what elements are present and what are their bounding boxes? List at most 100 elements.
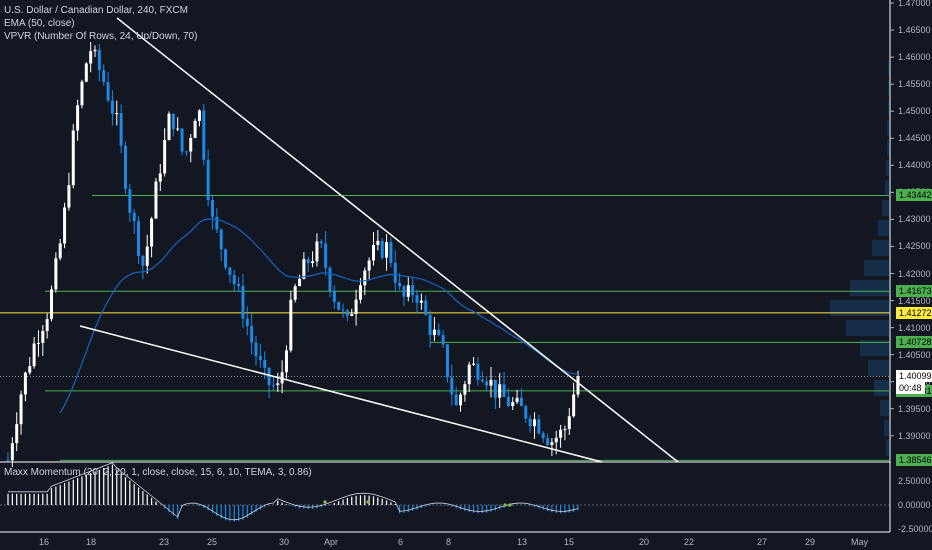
candle-body — [419, 300, 423, 303]
vpvr-bar — [886, 440, 890, 456]
candle-body — [576, 376, 580, 395]
candle-body — [23, 372, 27, 395]
candle-body — [137, 221, 141, 257]
candle-body — [537, 419, 541, 434]
candle-body — [350, 314, 354, 316]
candle-body — [280, 372, 284, 384]
candles — [6, 41, 580, 468]
time-tick-label: 8 — [446, 537, 452, 547]
grid — [0, 0, 894, 533]
candle-body — [345, 310, 349, 316]
candle-body — [319, 241, 323, 244]
bar-countdown: 00:48 — [896, 382, 925, 395]
price-tick-label: 1.46500 — [898, 25, 931, 36]
oscillator-pane — [0, 462, 890, 522]
candle-body — [463, 384, 467, 395]
ema-legend: EMA (50, close) — [4, 18, 75, 29]
time-tick-label: 27 — [757, 537, 768, 547]
candle-body — [106, 82, 110, 101]
candle-body — [306, 259, 310, 264]
time-tick-label: 6 — [398, 537, 404, 547]
candle-body — [524, 406, 528, 419]
candle-body — [132, 212, 136, 222]
time-tick-label: May — [851, 537, 869, 547]
vpvr-bar — [880, 400, 890, 416]
osc-tick-label: 2.50000 — [898, 476, 931, 486]
candle-body — [289, 299, 293, 351]
candle-body — [332, 290, 336, 302]
candle-body — [184, 151, 188, 153]
candle-body — [110, 100, 114, 114]
candle-body — [354, 299, 358, 315]
candle-body — [219, 229, 223, 250]
osc-tick-label: -2.50000 — [898, 524, 932, 534]
candle-body — [258, 356, 262, 361]
candle-body — [293, 286, 297, 300]
candle-body — [19, 394, 23, 425]
level-price-tag: 1.38546 — [896, 454, 932, 467]
osc-dot — [366, 500, 370, 504]
candle-body — [402, 286, 406, 297]
candle-body — [97, 49, 101, 71]
lower-trendline — [79, 325, 603, 463]
candle-body — [128, 189, 132, 213]
candle-body — [441, 335, 445, 345]
time-tick-label: 29 — [805, 537, 816, 547]
vpvr-bar — [888, 80, 890, 96]
price-tick-label: 1.44000 — [898, 160, 931, 171]
candle-body — [515, 397, 519, 403]
candle-body — [489, 379, 493, 386]
candle-body — [493, 379, 497, 398]
candle-body — [302, 259, 306, 279]
price-tick-label: 1.45500 — [898, 79, 931, 90]
candle-body — [254, 342, 258, 357]
vpvr-bar — [888, 60, 890, 76]
candle-body — [541, 433, 545, 439]
candle-body — [71, 130, 75, 186]
candle-body — [328, 267, 332, 291]
candle-body — [424, 300, 428, 315]
candle-body — [445, 344, 449, 378]
symbol-title: U.S. Dollar / Canadian Dollar, 240, FXCM — [4, 5, 188, 16]
candle-body — [476, 363, 480, 380]
candle-body — [284, 350, 288, 373]
candle-body — [406, 285, 410, 297]
candle-body — [398, 282, 402, 287]
candle-body — [528, 418, 532, 427]
time-tick-label: 23 — [159, 537, 170, 547]
candle-body — [241, 286, 245, 319]
price-tick-label: 1.39500 — [898, 403, 931, 414]
vpvr-bar — [882, 200, 890, 216]
candle-body — [232, 274, 236, 285]
vpvr-bar — [860, 340, 890, 356]
time-tick-label: 18 — [86, 537, 97, 547]
time-tick-label: 30 — [279, 537, 290, 547]
candle-body — [115, 113, 119, 115]
candle-body — [167, 113, 171, 140]
candle-body — [389, 242, 393, 263]
candle-body — [28, 366, 32, 373]
candle-body — [67, 185, 71, 208]
candle-body — [485, 381, 489, 386]
candle-body — [467, 364, 471, 385]
candle-body — [63, 207, 67, 244]
candle-body — [393, 262, 397, 283]
oscillator-legend: Maxx Momentum (20, 2, 20, 1, close, clos… — [4, 467, 312, 478]
candle-body — [454, 394, 458, 406]
vpvr-bar — [885, 180, 890, 196]
candle-body — [32, 343, 36, 367]
candle-body — [498, 384, 502, 398]
upper-trendline — [116, 17, 679, 463]
candle-body — [84, 63, 88, 82]
candle-body — [202, 110, 206, 160]
candle-body — [224, 249, 228, 268]
candle-body — [532, 419, 536, 427]
candle-body — [311, 261, 315, 264]
osc-tick-label: 0.00000 — [898, 500, 931, 510]
candle-body — [245, 318, 249, 327]
vpvr-bar — [850, 280, 890, 296]
candle-body — [50, 289, 54, 320]
vpvr-bar — [888, 100, 890, 116]
candle-body — [263, 360, 267, 368]
